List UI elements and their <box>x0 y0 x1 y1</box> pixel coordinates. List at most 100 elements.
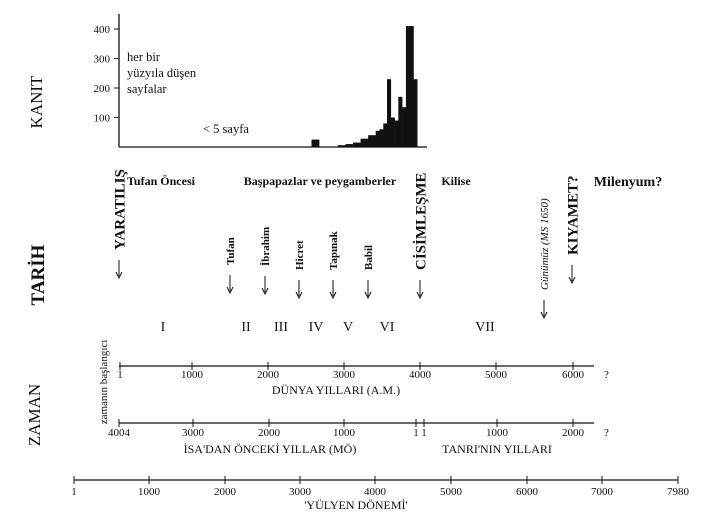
event-arrow-head <box>540 311 548 320</box>
chart-bar <box>337 145 342 147</box>
chart-bar <box>413 79 418 147</box>
julian-period-tick-label: 1000 <box>138 486 161 498</box>
julian-period-tick-label: 4000 <box>364 486 387 498</box>
pages-per-century-histogram: 100 200 300 400 her bir yüzyıla düşen sayfa… <box>94 14 427 148</box>
row-label-time: ZAMAN <box>25 384 44 446</box>
chart-y-tick-label: 100 <box>94 113 111 125</box>
era-patriarchs: Başpapazlar ve peygamberler <box>244 174 397 188</box>
world-years-tick-label: 1000 <box>181 369 204 381</box>
event-flood: Tufan <box>225 237 237 295</box>
event-arrow-head <box>364 291 372 300</box>
chart-y-tick-label: 300 <box>94 54 111 66</box>
row-label-history: TARİH <box>28 244 49 305</box>
bc-years-tick-label: 1 <box>413 427 419 439</box>
event-label: Tufan <box>225 237 237 265</box>
event-today: Günümüz (MS 1650) <box>539 198 551 320</box>
event-arrow-head <box>115 271 123 280</box>
chart-bar <box>371 135 376 147</box>
chart-annotation-pages: her bir yüzyıla düşen sayfalar <box>127 50 199 96</box>
bc-years-tick-label: 3000 <box>182 427 205 439</box>
chart-bar <box>409 26 414 148</box>
event-exodus: Hicret <box>294 240 306 300</box>
chart-bar <box>356 142 361 147</box>
world-years-tick-label: 2000 <box>257 369 280 381</box>
event-label: Tapınak <box>328 230 340 270</box>
ad-years-ticks: 1 1000 2000 <box>421 419 585 439</box>
row-label-evidence: KANIT <box>27 75 46 128</box>
julian-period-tick-label: 7980 <box>667 486 690 498</box>
world-years-tick-label: 1 <box>117 369 123 381</box>
event-babylon: Babil <box>363 245 375 300</box>
event-arrow-head <box>568 276 576 285</box>
julian-period-tick-label: 6000 <box>516 486 539 498</box>
world-years-tick-label: 4000 <box>409 369 432 381</box>
event-arrow-head <box>261 287 269 296</box>
period-numeral: I <box>161 320 166 335</box>
event-label: İbrahim <box>260 227 272 266</box>
bc-years-caption: İSA'DAN ÖNCEKİ YILLAR (MÖ) <box>184 442 357 456</box>
period-numeral: IV <box>309 320 324 335</box>
event-arrow-head <box>226 286 234 295</box>
world-years-tick-label: 5000 <box>485 369 508 381</box>
chart-bar <box>375 130 380 147</box>
era-church: Kilise <box>441 174 471 188</box>
chart-bar <box>368 135 373 147</box>
ad-years-tick-label: 1 <box>421 427 427 439</box>
event-label: CİSİMLEŞME <box>412 172 429 270</box>
chart-bar <box>315 139 320 147</box>
period-numeral: III <box>274 320 288 335</box>
chart-y-tick-label: 200 <box>94 83 111 95</box>
ad-years-caption: TANRI'NIN YILLARI <box>442 442 552 456</box>
event-markers: YARATILIŞ Tufan İbrahim Hicret Tapınak Babil C… <box>112 169 581 320</box>
event-label: Günümüz (MS 1650) <box>539 198 551 290</box>
chart-bar <box>341 145 346 147</box>
world-years-tick-label: 3000 <box>333 369 356 381</box>
chart-bar <box>349 144 354 147</box>
event-temple: Tapınak <box>328 230 340 300</box>
event-incarnation: CİSİMLEŞME <box>412 172 429 300</box>
event-label: Hicret <box>294 240 306 270</box>
chart-bar <box>364 138 369 147</box>
period-numerals: I II III IV V VI VII <box>161 320 495 335</box>
chart-bar <box>311 139 316 147</box>
event-arrow-head <box>329 291 337 300</box>
julian-period-tick-label: 7000 <box>591 486 614 498</box>
chart-bar <box>379 129 384 147</box>
chart-y-tick-label: 400 <box>94 24 111 36</box>
period-numeral: V <box>343 320 353 335</box>
world-years-caption: DÜNYA YILLARI (A.M.) <box>272 383 400 397</box>
ad-years-question: ? <box>604 427 609 439</box>
chart-bar <box>390 117 395 147</box>
event-arrow-head <box>295 291 303 300</box>
chart-bar <box>398 96 403 147</box>
chart-bar <box>405 26 410 148</box>
world-years-tick-label: 6000 <box>562 369 585 381</box>
julian-period-tick-label: 2000 <box>214 486 237 498</box>
event-abraham: İbrahim <box>260 227 272 296</box>
bc-years-tick-label: 2000 <box>258 427 281 439</box>
chart-bar <box>345 144 350 147</box>
event-label: Babil <box>363 245 375 270</box>
julian-period-ticks: 1 1000 2000 3000 4000 5000 6000 7000 7980 <box>71 476 690 498</box>
bc-years-tick-label: 4004 <box>108 427 131 439</box>
chart-bar <box>402 107 407 147</box>
ad-years-tick-label: 2000 <box>562 427 585 439</box>
period-numeral: VII <box>475 320 495 335</box>
julian-caption: 'YÜLYEN DÖNEMİ' <box>304 498 407 512</box>
era-pre-flood: Tufan Öncesi <box>127 174 196 188</box>
event-arrow-head <box>416 291 424 300</box>
event-label: YARATILIŞ <box>112 169 128 250</box>
chart-bar <box>387 79 392 147</box>
era-millennium: Milenyum? <box>594 175 662 190</box>
chart-bar <box>353 142 358 147</box>
event-label: KIYAMET? <box>565 176 581 255</box>
ad-years-tick-label: 1000 <box>486 427 509 439</box>
bc-years-ticks: 4004 3000 2000 1000 1 <box>108 419 419 439</box>
event-judgement: KIYAMET? <box>565 176 581 285</box>
chart-bar <box>383 123 388 147</box>
chart-bar <box>394 120 399 147</box>
chart-bar <box>360 138 365 147</box>
world-years-question: ? <box>604 369 609 381</box>
julian-period-tick-label: 3000 <box>289 486 312 498</box>
period-numeral: II <box>241 320 251 335</box>
